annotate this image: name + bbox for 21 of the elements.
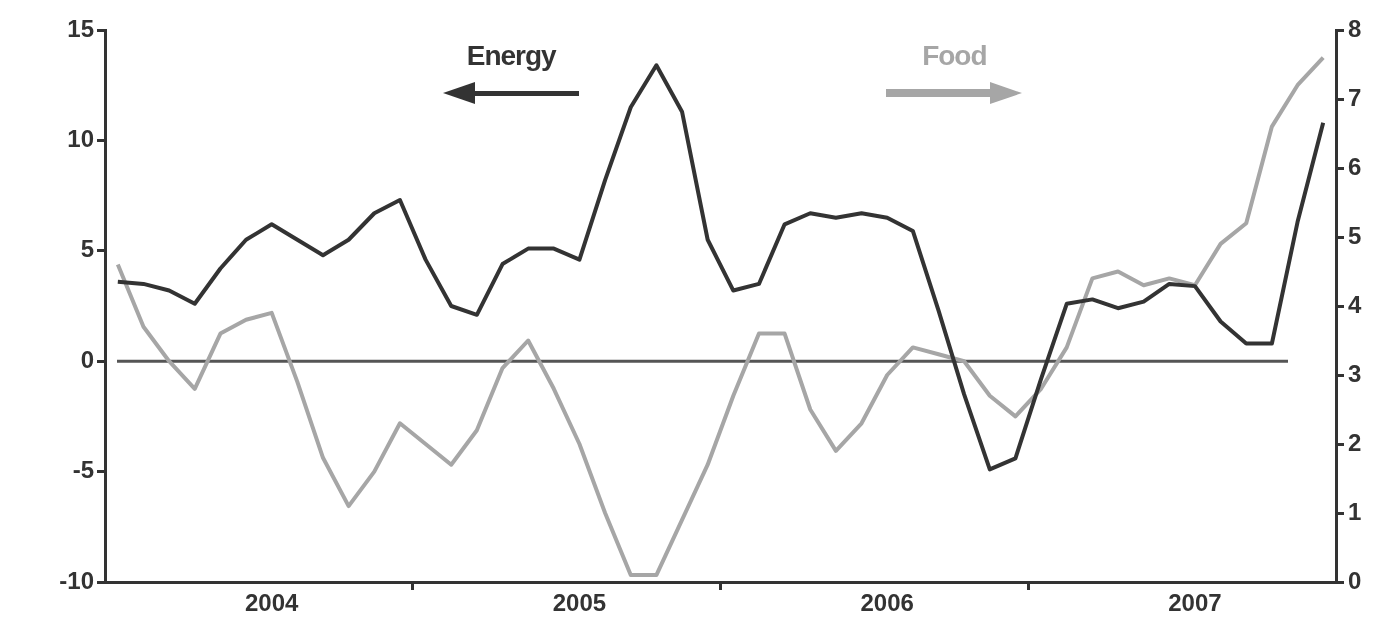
y2-tick-label: 3 xyxy=(1348,359,1362,387)
y-tick-label: 10 xyxy=(67,125,94,153)
y2-tick-label: 5 xyxy=(1348,221,1362,249)
text: Food xyxy=(922,40,987,72)
y2-tick-label: 0 xyxy=(1348,566,1362,594)
y2-tick-label: 1 xyxy=(1348,497,1362,525)
y2-tick-label: 7 xyxy=(1348,83,1362,111)
y-tick-label: 15 xyxy=(67,14,94,42)
x-tick-label: 2006 xyxy=(860,589,914,617)
y2-tick-label: 2 xyxy=(1348,428,1362,456)
y-tick-label: -5 xyxy=(72,456,94,484)
text: Energy xyxy=(466,40,556,72)
x-tick-label: 2007 xyxy=(1168,589,1222,617)
y-tick-label: -10 xyxy=(59,566,94,594)
y2-tick-label: 4 xyxy=(1348,290,1362,318)
x-tick-label: 2004 xyxy=(245,589,300,617)
y-tick-label: 5 xyxy=(80,235,94,263)
x-tick-label: 2005 xyxy=(552,589,607,617)
y2-tick-label: 6 xyxy=(1348,152,1362,180)
y-tick-label: 0 xyxy=(80,345,94,373)
y2-tick-label: 8 xyxy=(1348,14,1362,42)
